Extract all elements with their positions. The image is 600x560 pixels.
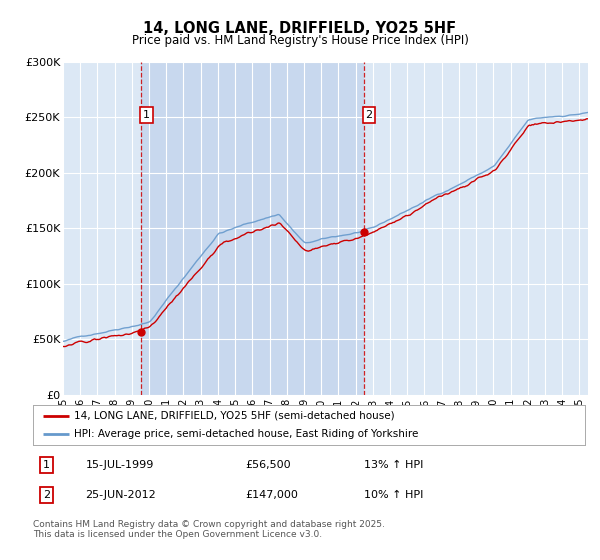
Text: HPI: Average price, semi-detached house, East Riding of Yorkshire: HPI: Average price, semi-detached house,… bbox=[74, 430, 419, 439]
Bar bbox=[141, 62, 364, 395]
Text: Contains HM Land Registry data © Crown copyright and database right 2025.
This d: Contains HM Land Registry data © Crown c… bbox=[33, 520, 385, 539]
Text: 14, LONG LANE, DRIFFIELD, YO25 5HF: 14, LONG LANE, DRIFFIELD, YO25 5HF bbox=[143, 21, 457, 36]
Text: 15-JUL-1999: 15-JUL-1999 bbox=[85, 460, 154, 470]
Text: 2: 2 bbox=[43, 490, 50, 500]
Text: £56,500: £56,500 bbox=[245, 460, 291, 470]
Text: 1: 1 bbox=[143, 110, 150, 120]
Text: 13% ↑ HPI: 13% ↑ HPI bbox=[364, 460, 424, 470]
Text: 1: 1 bbox=[43, 460, 50, 470]
Text: Price paid vs. HM Land Registry's House Price Index (HPI): Price paid vs. HM Land Registry's House … bbox=[131, 34, 469, 46]
Text: 14, LONG LANE, DRIFFIELD, YO25 5HF (semi-detached house): 14, LONG LANE, DRIFFIELD, YO25 5HF (semi… bbox=[74, 411, 395, 421]
Text: 2: 2 bbox=[365, 110, 373, 120]
Text: £147,000: £147,000 bbox=[245, 490, 298, 500]
Text: 25-JUN-2012: 25-JUN-2012 bbox=[85, 490, 156, 500]
Text: 10% ↑ HPI: 10% ↑ HPI bbox=[364, 490, 424, 500]
